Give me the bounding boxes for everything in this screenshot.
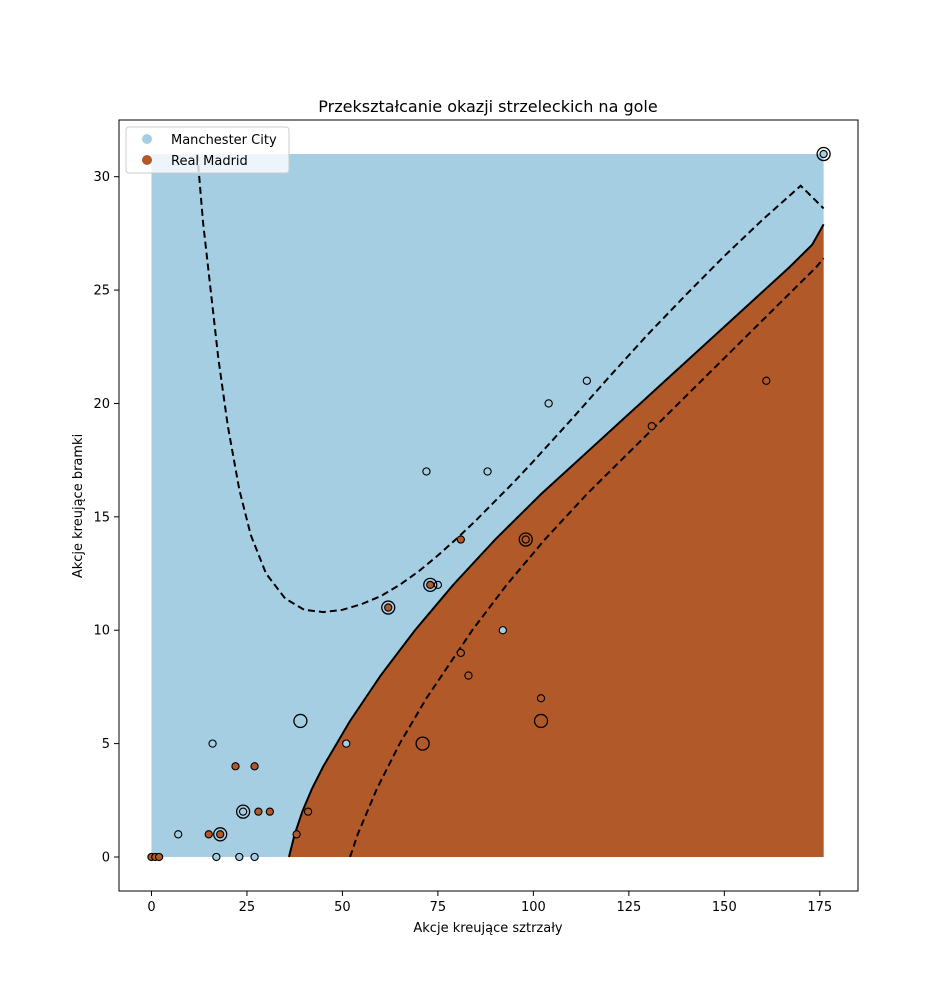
data-point-city <box>544 399 553 408</box>
data-point-madrid <box>384 603 393 612</box>
x-axis-label: Akcje kreujące sztrzały <box>413 921 563 936</box>
data-point-madrid <box>154 852 164 862</box>
data-point-madrid <box>216 830 225 839</box>
data-point-city <box>342 739 351 748</box>
y-tick-label: 20 <box>93 397 110 412</box>
y-tick-label: 25 <box>93 284 110 299</box>
x-tick-label: 75 <box>430 900 447 915</box>
data-point-city <box>422 467 431 476</box>
data-point-madrid <box>521 535 530 544</box>
data-point-city <box>238 807 248 816</box>
legend-label-madrid: Real Madrid <box>171 154 248 169</box>
axes-frame <box>118 119 859 892</box>
y-tick-label: 10 <box>93 624 110 639</box>
data-point-city <box>212 852 221 862</box>
data-point-city <box>483 467 492 476</box>
data-point-madrid <box>426 580 435 590</box>
x-tick-label: 150 <box>712 900 737 915</box>
support-vector-ring <box>518 532 533 547</box>
y-tick-label: 15 <box>93 510 110 525</box>
y-tick-label: 30 <box>93 170 110 185</box>
x-tick-label: 0 <box>147 900 155 915</box>
y-axis-label: Akcje kreujące bramki <box>71 434 86 578</box>
legend-label-city: Manchester City <box>171 133 277 148</box>
legend: Manchester City Real Madrid <box>125 126 290 174</box>
x-tick-label: 175 <box>807 900 832 915</box>
legend-marker-madrid <box>142 155 152 165</box>
x-tick-label: 25 <box>239 900 256 915</box>
legend-box <box>125 126 290 174</box>
chart-title: Przekształcanie okazji strzeleckich na g… <box>318 97 657 116</box>
data-point-madrid <box>464 671 473 680</box>
support-vector-ring <box>415 736 430 751</box>
data-point-madrid <box>456 648 465 658</box>
data-point-madrid <box>303 807 313 816</box>
data-point-madrid <box>762 376 771 385</box>
data-point-city <box>498 626 507 635</box>
data-point-city <box>174 830 183 839</box>
support-vector-ring <box>816 146 831 162</box>
data-point-city <box>208 739 217 748</box>
decision-boundary-line <box>287 223 825 858</box>
margin-line-lower <box>349 257 825 858</box>
x-tick-label: 125 <box>616 900 641 915</box>
y-tick-label: 5 <box>102 737 110 752</box>
data-point-city <box>235 852 244 862</box>
data-point-madrid <box>647 421 656 431</box>
data-point-madrid <box>536 694 546 703</box>
data-point-madrid <box>231 762 240 771</box>
data-point-madrid <box>456 535 465 544</box>
data-point-city <box>250 852 259 862</box>
data-point-madrid <box>254 807 263 816</box>
data-point-city <box>433 580 443 590</box>
legend-marker-city <box>142 134 152 144</box>
data-point-madrid <box>265 807 275 816</box>
x-tick-label: 50 <box>334 900 351 915</box>
data-point-madrid <box>250 762 259 771</box>
y-tick-label: 0 <box>102 850 110 865</box>
support-vector-ring <box>235 804 251 819</box>
data-point-city <box>819 149 828 159</box>
data-point-madrid <box>204 830 213 839</box>
decision-region-madrid <box>288 224 824 857</box>
data-point-city <box>582 376 591 385</box>
x-tick-label: 100 <box>521 900 546 915</box>
support-vector-ring <box>293 713 308 729</box>
data-point-madrid <box>292 830 301 839</box>
support-vector-ring <box>213 827 228 842</box>
support-vector-ring <box>423 577 438 593</box>
support-vector-ring <box>533 713 549 729</box>
support-vector-ring <box>381 600 396 615</box>
